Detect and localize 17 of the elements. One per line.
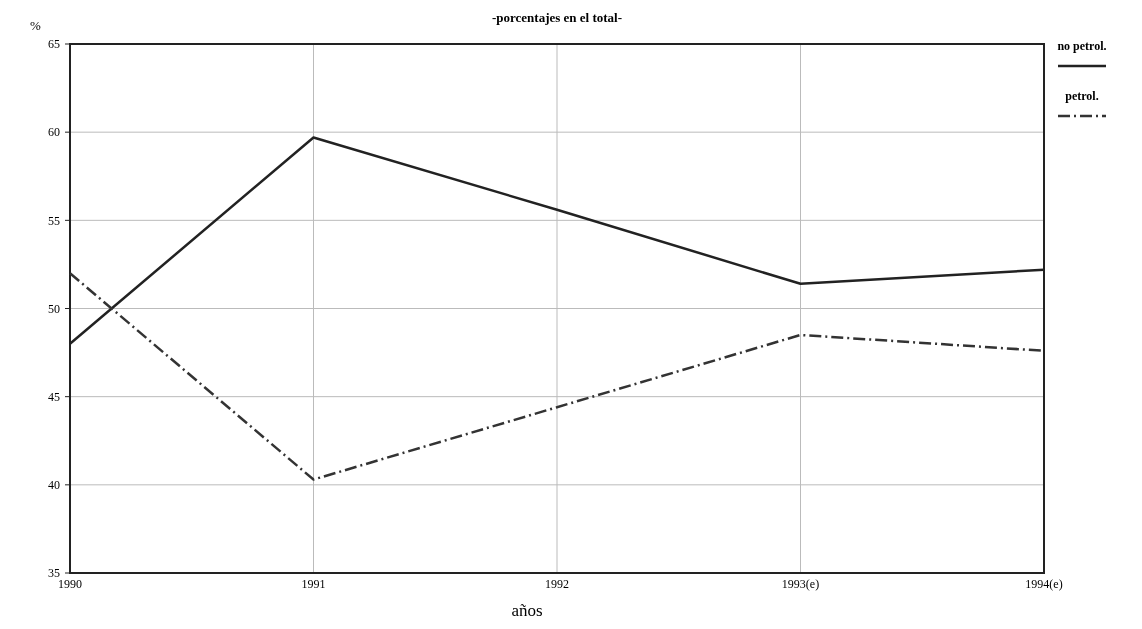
y-tick-label: 55 (48, 213, 60, 228)
y-tick-label: 35 (48, 566, 60, 581)
x-tick-label: 1992 (545, 577, 569, 591)
y-tick-label: 45 (48, 389, 60, 404)
x-axis-title: años (511, 601, 543, 620)
x-tick-label: 1991 (301, 577, 326, 591)
y-axis-title: % (30, 18, 41, 33)
y-tick-label: 65 (48, 37, 60, 52)
text: petrol. (1065, 89, 1099, 103)
text: no petrol. (1057, 39, 1107, 53)
x-tick-label: 1990 (58, 577, 82, 591)
y-tick-label: 40 (48, 478, 60, 493)
y-tick-label: 50 (48, 301, 60, 316)
x-tick-label: 1994(e) (1025, 577, 1063, 591)
chart-title: -porcentajes en el total- (491, 10, 623, 25)
y-tick-label: 60 (48, 125, 60, 140)
x-tick-label: 1993(e) (781, 577, 820, 591)
